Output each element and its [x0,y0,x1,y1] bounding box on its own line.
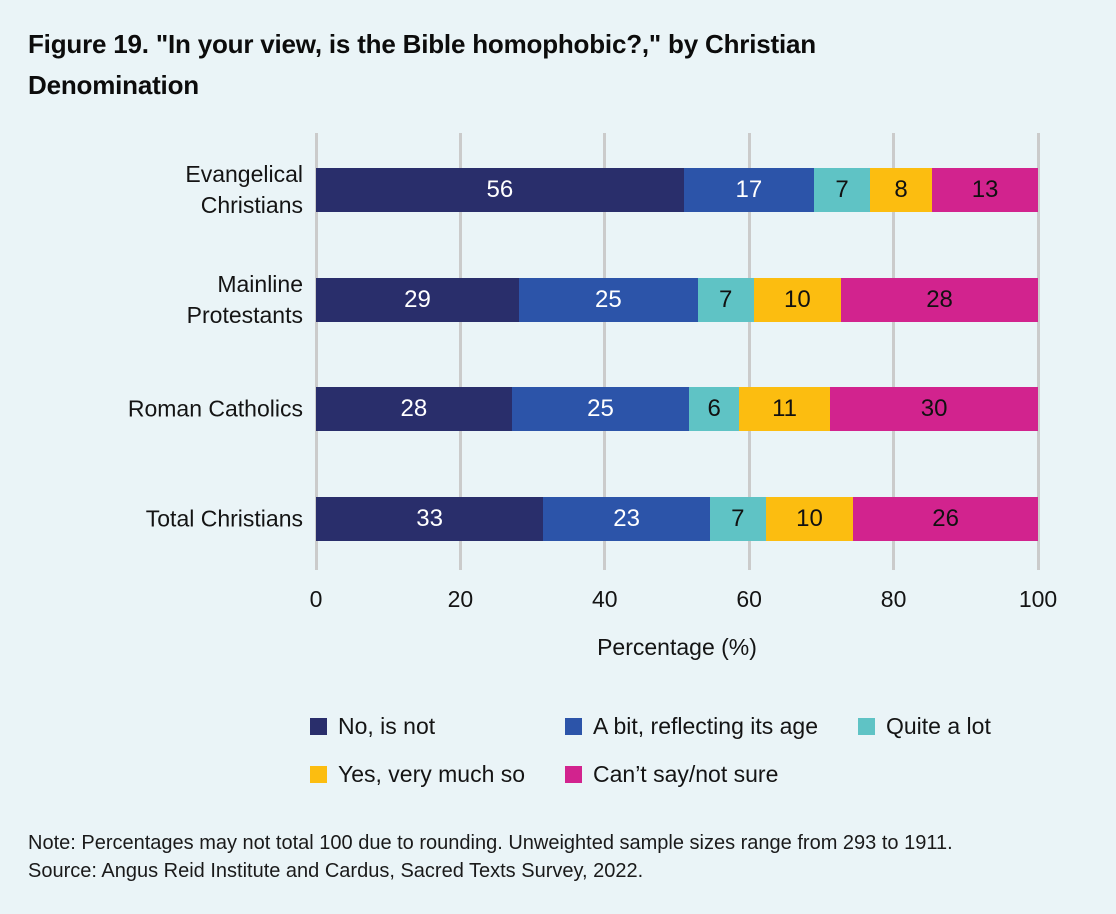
bar-segment: 8 [870,168,933,212]
bar-segment: 28 [316,387,512,431]
bar-value-label: 10 [783,286,811,313]
gridline [747,133,751,570]
bar-value-label: 28 [926,286,953,313]
bar-value-label: 30 [920,395,948,422]
bar-value-label: 11 [772,395,798,422]
category-label: Total Christians [145,505,303,532]
bar-row: 56 17 7 8 13 [316,168,1038,212]
legend-swatch [310,766,327,783]
gridline [458,133,462,570]
bar-segment: 26 [853,497,1038,541]
legend-swatch [565,766,582,783]
bar-value-label: 7 [718,286,733,313]
x-axis: 0 20 40 60 80 100 [0,586,1116,616]
gridline [892,133,896,570]
bar-segment: 7 [709,497,766,541]
bar-segment: 30 [830,387,1038,431]
figure-title: Figure 19. "In your view, is the Bible h… [28,29,816,100]
bar-value-label: 29 [404,286,431,313]
bar-value-label: 56 [486,176,514,203]
bar-segment: 28 [841,278,1039,322]
legend-item: Can’t say/not sure [565,761,778,788]
bar-value-label: 8 [894,176,908,203]
bar-segment: 33 [316,497,544,541]
bar-value-label: 7 [835,176,849,203]
bar-segment: 11 [738,387,831,431]
bar-row: 33 23 7 10 26 [316,497,1038,541]
legend-label: Quite a lot [886,713,991,739]
legend-swatch [310,718,327,735]
bar-segment: 25 [519,278,698,322]
x-tick-label: 80 [880,586,907,612]
bar-value-label: 7 [731,505,745,532]
legend: No, is not A bit, reflecting its age Quite… [0,711,1116,807]
bar-segment: 7 [697,278,754,322]
bar-value-label: 25 [587,395,614,422]
bar-segment: 10 [753,278,842,322]
category-label: Mainline Protestants [186,271,303,328]
bar-value-label: 33 [416,505,443,532]
x-tick-label: 40 [592,586,618,612]
legend-label: Can’t say/not sure [593,761,779,787]
bar-segment: 17 [683,168,815,212]
figure-note: Note: Percentages may not total 100 due … [28,832,953,854]
legend-label: A bit, reflecting its age [593,713,819,739]
gridline [314,133,318,570]
bar-segment: 56 [316,168,684,212]
gridline [1036,133,1040,570]
bar-segment: 29 [316,278,519,322]
bar-row: 28 25 6 11 30 [316,387,1038,431]
bar-value-label: 25 [594,286,622,313]
bar-value-label: 6 [707,395,721,422]
x-tick-label: 0 [309,586,323,612]
figure-source: Source: Angus Reid Institute and Cardus,… [28,860,644,882]
legend-swatch [858,718,875,735]
bar-row: 29 25 7 10 28 [316,278,1039,322]
bar-segment: 7 [814,168,871,212]
x-tick-label: 100 [1018,586,1058,612]
legend-swatch [565,718,582,735]
legend-item: Quite a lot [858,713,991,740]
category-label: Roman Catholics [127,395,303,422]
bar-value-label: 28 [400,395,428,422]
bar-segment: 10 [765,497,854,541]
category-label: Evangelical Christians [185,161,303,218]
gridline [603,133,607,570]
bar-segment: 13 [932,168,1038,212]
legend-item: Yes, very much so [310,761,525,788]
plot-area: Evangelical Christians 56 17 7 8 13 Mainline P… [0,133,1116,570]
bar-segment: 6 [689,387,739,431]
bar-value-label: 10 [796,505,823,532]
legend-item: A bit, reflecting its age [565,713,818,740]
legend-label: No, is not [338,713,436,739]
x-tick-label: 60 [736,586,762,612]
bar-value-label: 23 [613,505,640,532]
legend-item: No, is not [310,713,435,740]
bar-value-label: 17 [735,176,763,203]
legend-label: Yes, very much so [338,761,526,787]
bar-value-label: 26 [932,505,959,532]
x-tick-label: 20 [447,586,474,612]
bar-segment: 23 [543,497,710,541]
bar-value-label: 13 [971,176,999,203]
bar-segment: 25 [511,387,690,431]
x-axis-title: Percentage (%) [597,634,757,660]
